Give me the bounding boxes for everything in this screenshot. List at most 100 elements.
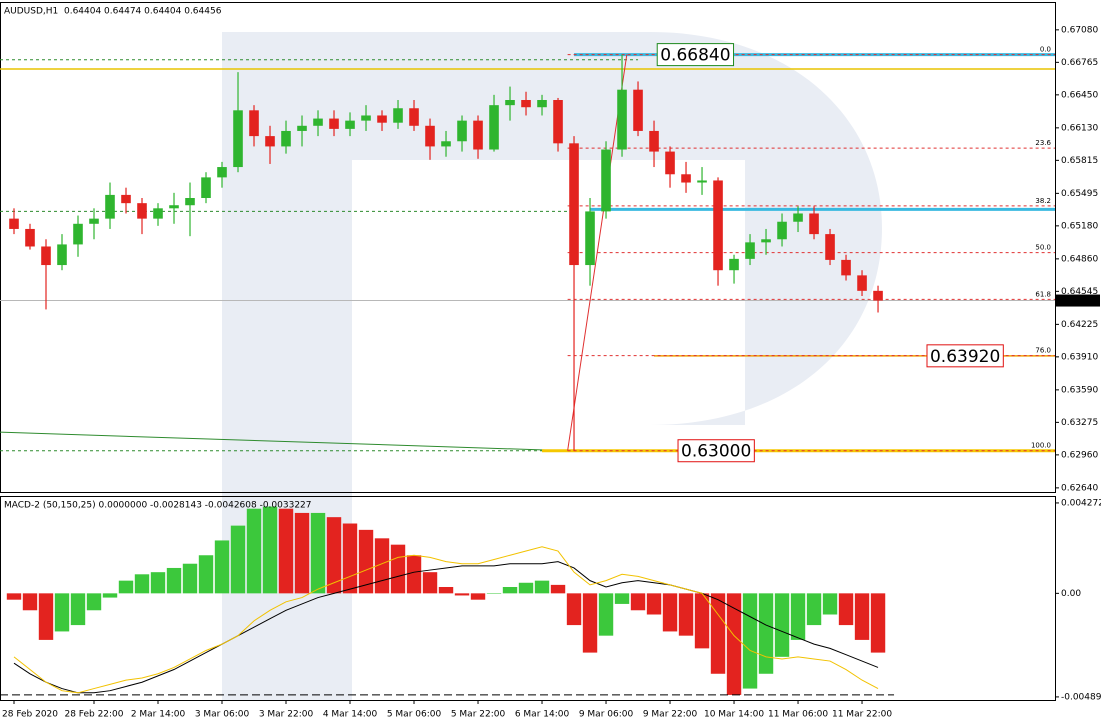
histogram-bar bbox=[758, 593, 774, 674]
candle-body bbox=[457, 120, 467, 142]
candle-body bbox=[89, 218, 99, 224]
candle-body bbox=[217, 167, 227, 178]
candle-body bbox=[473, 120, 483, 150]
fib-level-label: 76.0 bbox=[1035, 347, 1051, 355]
x-tick-label: 10 Mar 14:00 bbox=[704, 710, 764, 720]
candle-body bbox=[105, 194, 115, 219]
x-tick-label: 11 Mar 22:00 bbox=[832, 710, 892, 720]
candle-body bbox=[297, 125, 307, 131]
fib-level-label: 100.0 bbox=[1031, 442, 1051, 450]
x-tick-label: 4 Mar 14:00 bbox=[323, 710, 378, 720]
y-tick-label: -0.004894 bbox=[1061, 692, 1101, 702]
candle-body bbox=[393, 108, 403, 123]
candle-body bbox=[201, 177, 211, 198]
fib-trend bbox=[567, 54, 628, 451]
candle-body bbox=[57, 244, 67, 266]
histogram-bar bbox=[742, 593, 758, 689]
histogram-bar bbox=[278, 508, 294, 594]
candle-body bbox=[377, 115, 387, 123]
x-tick-label: 3 Mar 06:00 bbox=[195, 710, 250, 720]
histogram-bar bbox=[198, 555, 214, 594]
y-tick-label: 0.004272 bbox=[1061, 498, 1101, 508]
histogram-bar bbox=[870, 593, 886, 653]
histogram-bar bbox=[502, 586, 518, 594]
price-label-box bbox=[677, 439, 755, 463]
histogram-bar bbox=[710, 593, 726, 674]
candle-body bbox=[505, 100, 515, 106]
histogram-bar bbox=[598, 593, 614, 636]
candle-body bbox=[777, 221, 787, 240]
histogram-bar bbox=[70, 593, 86, 626]
y-tick-label: 0.65815 bbox=[1061, 156, 1098, 166]
chart-title: AUDUSD,H1 0.64404 0.64474 0.64404 0.6445… bbox=[4, 7, 222, 17]
histogram-bar bbox=[470, 593, 486, 600]
fib-level-label: 0.0 bbox=[1040, 46, 1051, 54]
histogram-bar bbox=[806, 593, 822, 626]
candle-body bbox=[841, 259, 851, 276]
candle-body bbox=[665, 151, 675, 175]
candle-body bbox=[745, 242, 755, 259]
candle-body bbox=[729, 258, 739, 271]
histogram-bar bbox=[518, 582, 534, 594]
fib-level-label: 38.2 bbox=[1035, 197, 1051, 205]
candle-body bbox=[265, 136, 275, 147]
fib-level-label: 23.6 bbox=[1035, 139, 1051, 147]
histogram-bar bbox=[294, 512, 310, 594]
histogram-bar bbox=[150, 572, 166, 594]
y-tick-label: 0.63590 bbox=[1061, 385, 1098, 395]
histogram-bar bbox=[262, 506, 278, 594]
histogram-bar bbox=[166, 567, 182, 594]
histogram-bar bbox=[630, 593, 646, 611]
x-tick-label: 11 Mar 06:00 bbox=[768, 710, 828, 720]
x-tick-label: 5 Mar 22:00 bbox=[451, 710, 506, 720]
candle-body bbox=[553, 100, 563, 144]
candle-body bbox=[585, 211, 595, 266]
candle-body bbox=[441, 141, 451, 147]
x-tick-label: 28 Feb 2020 bbox=[2, 710, 58, 720]
histogram-bar bbox=[22, 593, 38, 611]
macd-line bbox=[13, 546, 879, 694]
histogram-bar bbox=[534, 580, 550, 594]
x-tick-label: 3 Mar 22:00 bbox=[259, 710, 314, 720]
macd-line bbox=[13, 561, 879, 694]
histogram-bar bbox=[246, 508, 262, 594]
histogram-bar bbox=[390, 544, 406, 594]
histogram-bar bbox=[854, 593, 870, 640]
y-tick-label: 0.66450 bbox=[1061, 90, 1098, 100]
histogram-bar bbox=[566, 593, 582, 626]
price-label-box bbox=[926, 344, 1004, 368]
candle-body bbox=[361, 115, 371, 121]
candle-body bbox=[185, 198, 195, 206]
current-price-label: 0.64456 bbox=[1060, 296, 1097, 306]
candle-body bbox=[713, 180, 723, 271]
candle-body bbox=[425, 125, 435, 147]
candle-body bbox=[873, 290, 883, 301]
candle-body bbox=[697, 180, 707, 183]
watermark bbox=[222, 32, 882, 700]
candle-body bbox=[857, 275, 867, 291]
candle-body bbox=[537, 100, 547, 108]
price-label: 0.66840 bbox=[660, 46, 730, 66]
x-tick-label: 9 Mar 06:00 bbox=[579, 710, 634, 720]
x-tick-label: 6 Mar 14:00 bbox=[515, 710, 570, 720]
histogram-bar bbox=[790, 593, 806, 640]
y-tick-label: 0.65495 bbox=[1061, 189, 1098, 199]
histogram-bar bbox=[582, 593, 598, 653]
histogram-bar bbox=[694, 593, 710, 649]
histogram-bar bbox=[6, 593, 22, 600]
candle-body bbox=[681, 174, 691, 183]
y-tick-label: 0.66130 bbox=[1061, 123, 1098, 133]
histogram-bar bbox=[438, 586, 454, 594]
histogram-bar bbox=[646, 593, 662, 615]
y-tick-label: 0.64545 bbox=[1061, 287, 1098, 297]
histogram-bar bbox=[310, 512, 326, 594]
candle-body bbox=[329, 118, 339, 129]
price-label: 0.63000 bbox=[681, 442, 751, 462]
histogram-bar bbox=[726, 593, 742, 695]
y-tick-label: 0.00 bbox=[1061, 589, 1081, 599]
histogram-bar bbox=[342, 523, 358, 594]
histogram-bar bbox=[822, 593, 838, 615]
candle-body bbox=[233, 110, 243, 168]
histogram-bar bbox=[422, 572, 438, 594]
